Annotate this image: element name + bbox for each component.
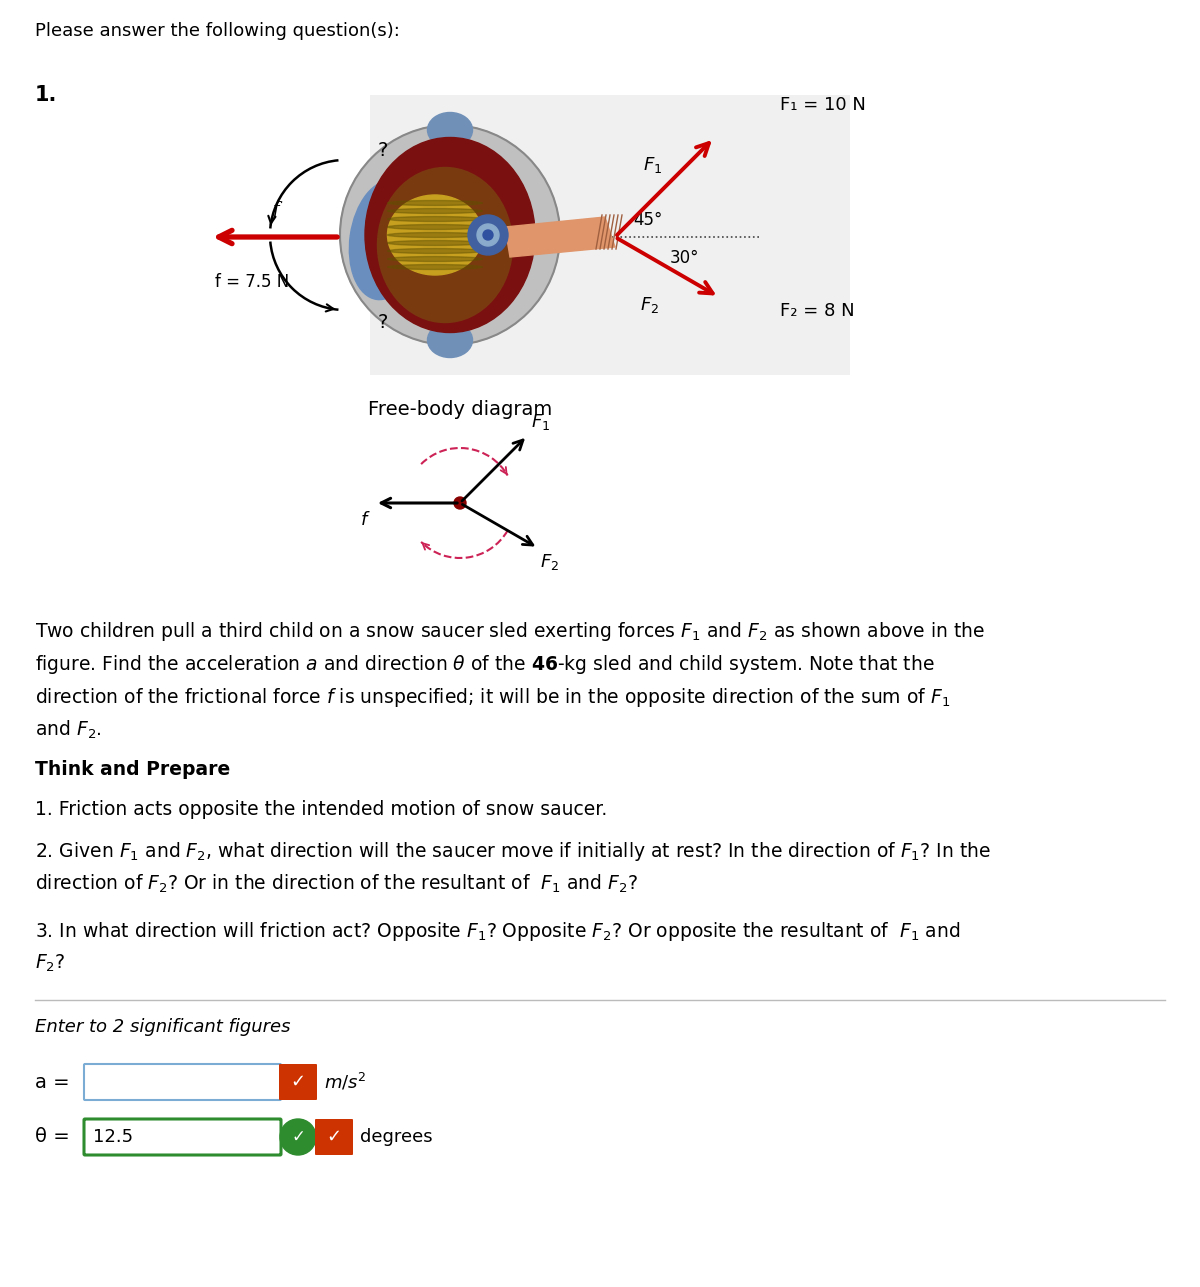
Ellipse shape	[388, 224, 482, 229]
Ellipse shape	[388, 201, 482, 206]
Ellipse shape	[427, 112, 473, 148]
Text: ✓: ✓	[292, 1127, 305, 1145]
Ellipse shape	[427, 323, 473, 358]
Ellipse shape	[388, 196, 482, 275]
Ellipse shape	[378, 167, 512, 323]
Ellipse shape	[365, 138, 535, 332]
Circle shape	[340, 125, 560, 345]
Text: 30°: 30°	[670, 248, 700, 266]
Text: Two children pull a third child on a snow saucer sled exerting forces $\mathit{F: Two children pull a third child on a sno…	[35, 620, 985, 741]
Text: 2. Given $\mathit{F}_1$ and $\mathit{F}_2$, what direction will the saucer move : 2. Given $\mathit{F}_1$ and $\mathit{F}_…	[35, 840, 991, 896]
Text: θ =: θ =	[35, 1127, 70, 1147]
FancyBboxPatch shape	[370, 95, 850, 375]
Ellipse shape	[388, 248, 482, 254]
Circle shape	[454, 497, 466, 508]
Text: $f$: $f$	[360, 511, 371, 529]
Circle shape	[468, 215, 508, 255]
Polygon shape	[505, 218, 616, 257]
Ellipse shape	[388, 256, 482, 261]
Text: ✓: ✓	[326, 1127, 342, 1145]
Text: $F_1$: $F_1$	[643, 154, 662, 175]
FancyBboxPatch shape	[314, 1118, 353, 1154]
Circle shape	[280, 1118, 316, 1154]
Ellipse shape	[388, 265, 482, 269]
Text: $m/s^2$: $m/s^2$	[324, 1072, 366, 1093]
Text: ✓: ✓	[290, 1073, 306, 1091]
Text: a =: a =	[35, 1072, 70, 1091]
Text: Think and Prepare: Think and Prepare	[35, 761, 230, 779]
Text: F₂ = 8 N: F₂ = 8 N	[780, 302, 854, 320]
Text: $F_2$: $F_2$	[640, 295, 659, 315]
Ellipse shape	[388, 241, 482, 246]
Text: ?: ?	[378, 140, 388, 160]
Text: f = 7.5 N: f = 7.5 N	[215, 273, 289, 291]
Text: ?: ?	[378, 314, 388, 332]
Ellipse shape	[349, 180, 421, 300]
Ellipse shape	[388, 216, 482, 221]
FancyBboxPatch shape	[84, 1118, 281, 1154]
Text: F₁ = 10 N: F₁ = 10 N	[780, 97, 866, 115]
Text: $F_1$: $F_1$	[532, 412, 551, 432]
FancyBboxPatch shape	[84, 1064, 281, 1100]
Text: 3. In what direction will friction act? Opposite $\mathit{F}_1$? Opposite $\math: 3. In what direction will friction act? …	[35, 920, 960, 973]
Text: 45°: 45°	[634, 211, 662, 229]
Text: 1. Friction acts opposite the intended motion of snow saucer.: 1. Friction acts opposite the intended m…	[35, 801, 607, 819]
Ellipse shape	[388, 233, 482, 238]
Text: degrees: degrees	[360, 1127, 433, 1145]
Text: 12.5: 12.5	[94, 1127, 133, 1145]
Circle shape	[478, 224, 499, 246]
Circle shape	[482, 230, 493, 239]
Ellipse shape	[388, 208, 482, 214]
Text: f: f	[271, 201, 278, 219]
Ellipse shape	[469, 185, 530, 295]
Text: Free-body diagram: Free-body diagram	[368, 400, 552, 420]
Text: 1.: 1.	[35, 85, 58, 106]
Text: Please answer the following question(s):: Please answer the following question(s):	[35, 22, 400, 40]
Text: Enter to 2 significant figures: Enter to 2 significant figures	[35, 1018, 290, 1036]
Text: $F_2$: $F_2$	[540, 552, 559, 571]
FancyBboxPatch shape	[278, 1064, 317, 1100]
